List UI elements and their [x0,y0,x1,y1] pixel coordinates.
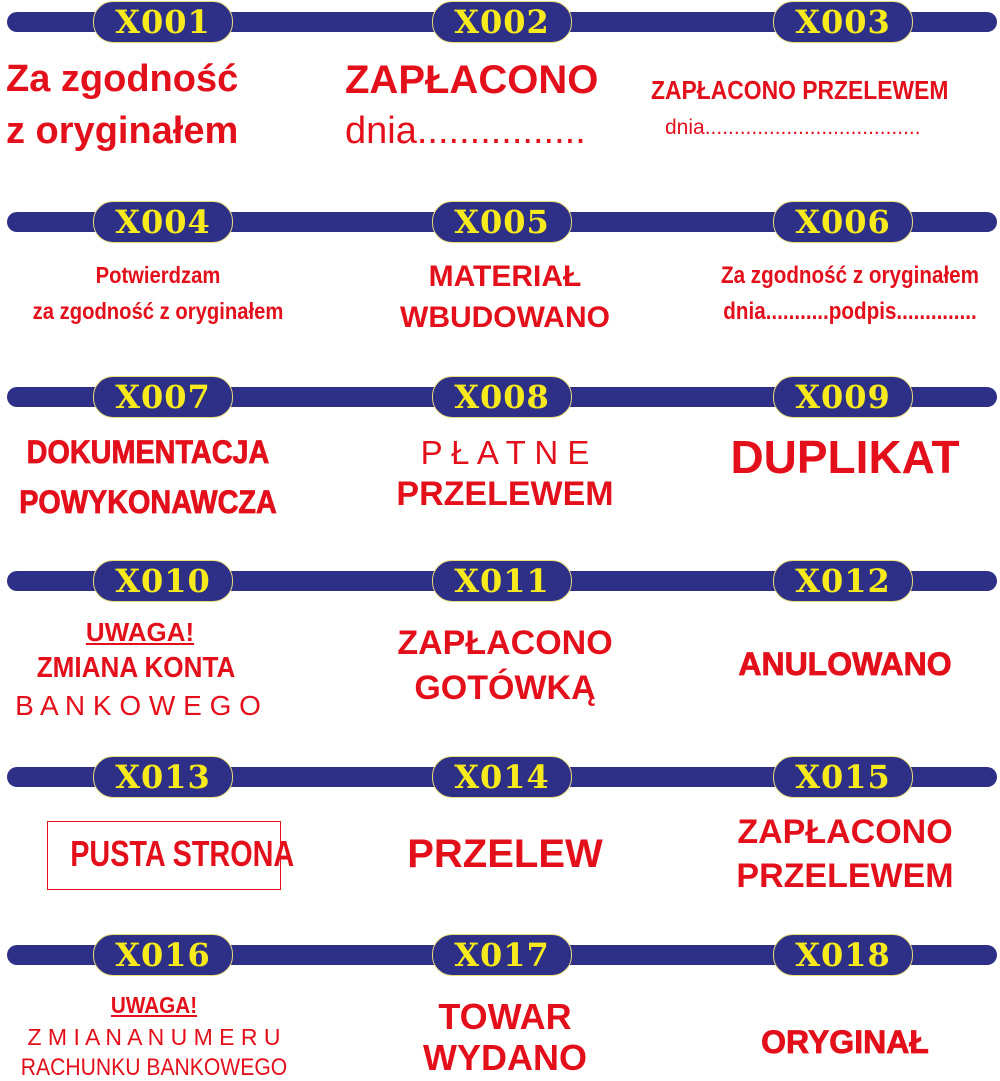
stamp-code: X014 [432,756,572,798]
stamp-text: WYDANO [423,1037,587,1078]
stamp-text: GOTÓWKĄ [414,669,596,707]
stamp-text: ZAPŁACONO [345,58,599,102]
stamp-code: X008 [432,376,572,418]
stamp-code: X004 [93,201,233,243]
stamp-text: Za zgodność z oryginałem [720,262,980,289]
stamp-text: Potwierdzam [95,262,221,288]
stamp-code: X002 [432,1,572,43]
stamp-code: X015 [773,756,913,798]
stamp-text: RACHUNKU BANKOWEGO [20,1054,288,1081]
stamp-text: ANULOWANO [738,646,952,682]
stamp-text: PRZELEW [407,832,603,876]
stamp-text: PRZELEWEM [396,475,614,513]
stamp-code: X011 [432,560,572,602]
stamp-text: P Ł A T N E [420,434,590,471]
stamp-text: PRZELEWEM [736,857,954,895]
stamp-text: WBUDOWANO [400,301,610,334]
stamp-text: MATERIAŁ [428,260,582,293]
stamp-text: B A N K O W E G O [15,690,261,721]
stamp-code: X013 [93,756,233,798]
stamp-text: PUSTA STRONA [70,833,295,874]
stamp-text: dnia................ [345,110,586,152]
stamp-text: TOWAR [438,996,572,1037]
stamp-text: ORYGINAŁ [761,1024,930,1060]
stamp-code: X007 [93,376,233,418]
stamp-text: UWAGA! [85,617,195,647]
stamp-text: Za zgodność [6,58,239,100]
stamp-text: z oryginałem [6,110,239,152]
stamp-code: X017 [432,934,572,976]
stamp-code: X010 [93,560,233,602]
stamp-text: ZAPŁACONO [397,624,613,662]
stamp-text: ZMIANA KONTA [36,652,236,684]
stamp-code: X012 [773,560,913,602]
stamp-text: POWYKONAWCZA [19,484,277,520]
stamp-code: X009 [773,376,913,418]
stamp-code: X005 [432,201,572,243]
stamp-code: X003 [773,1,913,43]
stamp-text: ZAPŁACONO [737,813,953,851]
stamp-text: dnia....................................… [665,116,921,139]
stamp-code: X018 [773,934,913,976]
stamp-frame [47,821,281,890]
stamp-code: X016 [93,934,233,976]
stamp-text: dnia...........podpis.............. [723,298,977,325]
stamp-code: X001 [93,1,233,43]
stamp-text: Z M I A N A N U M E R U [27,1024,281,1050]
stamp-text: ZAPŁACONO PRZELEWEM [651,75,949,105]
stamp-text: UWAGA! [110,992,198,1018]
stamp-text: DUPLIKAT [730,431,960,483]
stamp-text: DOKUMENTACJA [26,434,270,470]
stamp-code: X006 [773,201,913,243]
stamp-text: za zgodność z oryginałem [32,298,284,324]
